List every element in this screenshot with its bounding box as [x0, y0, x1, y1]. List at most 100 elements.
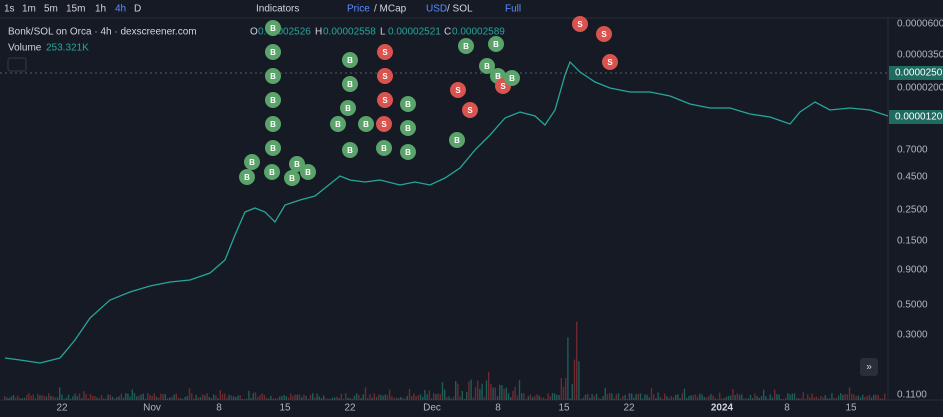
volume-bar [224, 393, 226, 400]
volume-label: Volume [8, 43, 42, 54]
interval-button[interactable]: 4h [115, 4, 126, 15]
volume-bar [188, 388, 191, 400]
buy-marker[interactable] [239, 169, 255, 185]
buy-marker[interactable] [400, 120, 416, 136]
buy-marker[interactable] [265, 116, 281, 132]
buy-marker[interactable] [376, 140, 392, 156]
volume-bar [708, 396, 710, 400]
interval-button[interactable]: 1h [95, 4, 106, 15]
volume-bar [116, 397, 118, 400]
volume-bar [331, 397, 334, 400]
volume-bar [21, 398, 23, 400]
volume-bar [534, 396, 536, 400]
volume-bar [320, 397, 323, 400]
sell-marker[interactable] [376, 116, 392, 132]
volume-bar [866, 396, 868, 400]
volume-bar [626, 398, 628, 400]
marker-label: B [294, 160, 300, 169]
marker-label: S [467, 106, 473, 115]
price-line [4, 60, 889, 364]
volume-bar [470, 379, 472, 400]
volume-bar [111, 396, 114, 400]
buy-marker[interactable] [504, 70, 520, 86]
buy-marker[interactable] [400, 96, 416, 112]
volume-bar [353, 395, 356, 400]
volume-bar [499, 384, 501, 400]
volume-bar [422, 396, 424, 400]
interval-button[interactable]: 1m [22, 4, 36, 15]
indicators-button[interactable]: Indicators [256, 4, 299, 15]
interval-button[interactable]: 5m [44, 4, 58, 15]
price-label: 0.3000 [897, 330, 928, 341]
volume-bar [309, 394, 312, 400]
volume-bar [292, 396, 294, 400]
buy-marker[interactable] [342, 52, 358, 68]
buy-marker[interactable] [289, 156, 305, 172]
volume-bar [833, 397, 835, 400]
buy-marker[interactable] [265, 44, 281, 60]
sell-marker[interactable] [462, 102, 478, 118]
interval-button[interactable]: D [134, 4, 141, 15]
volume-bar [600, 398, 602, 400]
sell-marker[interactable] [377, 44, 393, 60]
buy-marker[interactable] [449, 132, 465, 148]
buy-marker[interactable] [330, 116, 346, 132]
buy-marker[interactable] [400, 144, 416, 160]
volume-value: 253.321K [46, 43, 89, 54]
buy-marker[interactable] [342, 142, 358, 158]
volume-bar [96, 397, 98, 400]
scroll-button[interactable] [860, 358, 878, 376]
volume-bar [648, 397, 650, 400]
sol-toggle[interactable]: / SOL [447, 4, 473, 15]
buy-marker[interactable] [265, 20, 281, 36]
buy-marker[interactable] [265, 140, 281, 156]
buy-marker[interactable] [300, 164, 316, 180]
buy-marker[interactable] [342, 76, 358, 92]
buy-marker[interactable] [265, 68, 281, 84]
ohlc-value: 0.00002558 [323, 27, 376, 38]
volume-bar [241, 398, 243, 400]
volume-bar [402, 397, 404, 400]
buy-marker[interactable] [488, 36, 504, 52]
volume-bar [719, 392, 721, 400]
buy-marker[interactable] [265, 92, 281, 108]
volume-bar [842, 394, 844, 400]
sell-marker[interactable] [450, 82, 466, 98]
volume-bar [573, 359, 576, 400]
mcap-toggle[interactable]: / MCap [374, 4, 407, 15]
buy-marker[interactable] [340, 100, 356, 116]
volume-bar [527, 396, 529, 400]
buy-marker[interactable] [264, 164, 280, 180]
price-label: 0.9000 [897, 265, 928, 276]
volume-bar [85, 394, 87, 400]
collapse-button[interactable] [7, 57, 27, 72]
sell-marker[interactable] [572, 16, 588, 32]
full-button[interactable]: Full [505, 4, 521, 15]
price-toggle[interactable]: Price [347, 4, 370, 15]
sell-marker[interactable] [602, 54, 618, 70]
volume-bar [644, 394, 646, 400]
sell-marker[interactable] [377, 92, 393, 108]
volume-bar [463, 398, 466, 400]
volume-bar [571, 384, 573, 400]
sell-marker[interactable] [377, 68, 393, 84]
volume-bar [202, 394, 204, 400]
volume-bar [439, 394, 441, 400]
interval-button[interactable]: 1s [4, 4, 15, 15]
volume-bar [279, 396, 281, 400]
buy-marker[interactable] [244, 154, 260, 170]
volume-bar [448, 396, 450, 400]
marker-label: S [607, 58, 613, 67]
volume-bar [466, 391, 468, 400]
volume-bar [809, 397, 811, 400]
buy-marker[interactable] [358, 116, 374, 132]
volume-bar [798, 398, 800, 400]
usd-toggle[interactable]: USD [426, 4, 447, 15]
buy-marker[interactable] [284, 170, 300, 186]
marker-label: B [270, 72, 276, 81]
volume-bar [23, 397, 26, 400]
sell-marker[interactable] [596, 26, 612, 42]
interval-button[interactable]: 15m [66, 4, 85, 15]
buy-marker[interactable] [479, 58, 495, 74]
buy-marker[interactable] [458, 38, 474, 54]
